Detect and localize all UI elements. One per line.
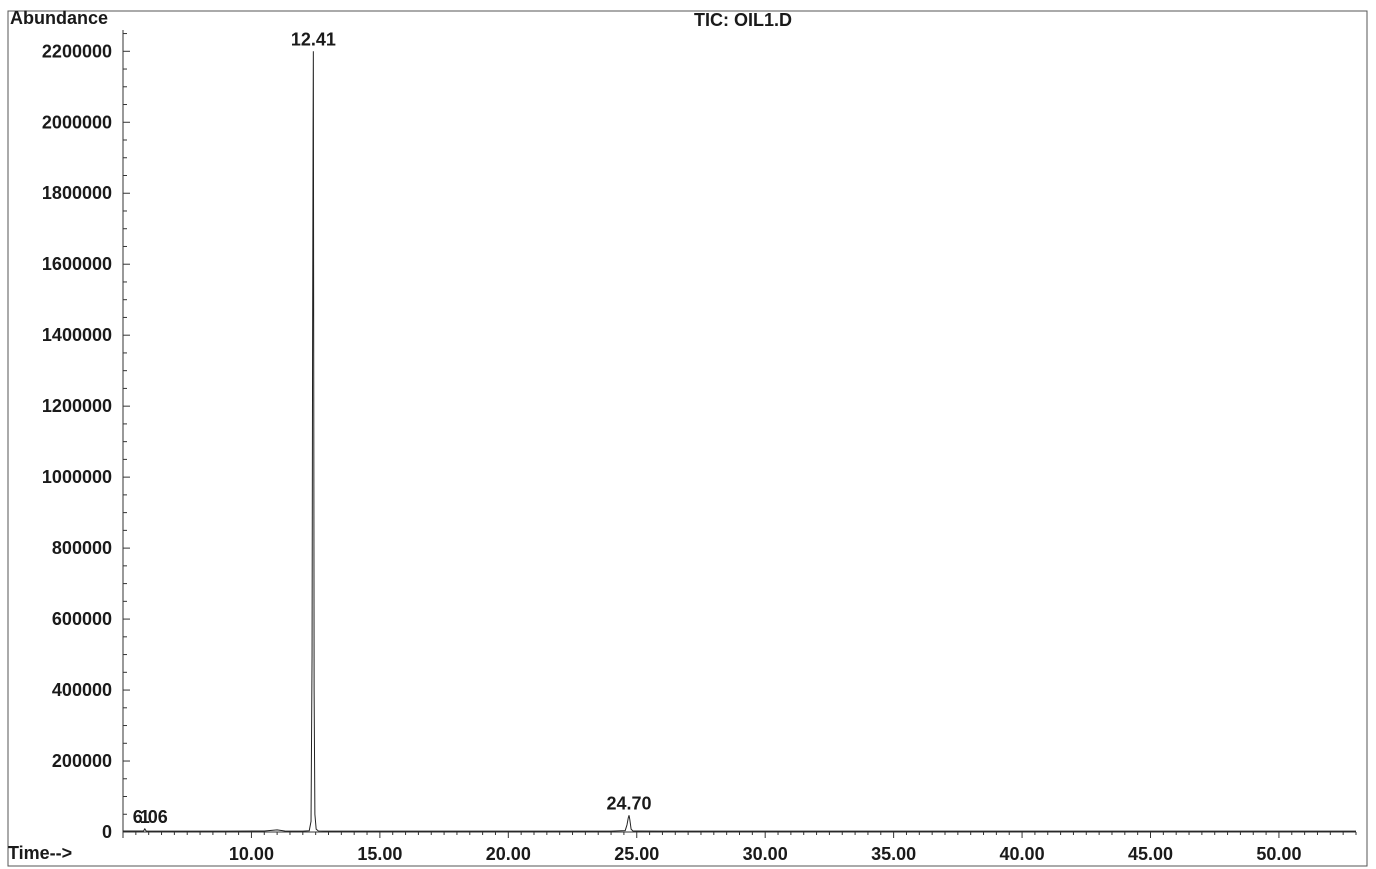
- chart-title: TIC: OIL1.D: [694, 10, 792, 30]
- y-axis-label: Abundance: [10, 8, 108, 28]
- x-tick-label: 25.00: [614, 844, 659, 864]
- y-tick-label: 1200000: [42, 396, 112, 416]
- tic-trace-line: [123, 51, 1356, 832]
- y-tick-label: 1000000: [42, 467, 112, 487]
- x-axis-label: Time-->: [8, 843, 72, 863]
- y-tick-label: 1400000: [42, 325, 112, 345]
- axes: [122, 30, 1357, 838]
- y-tick-label: 400000: [52, 680, 112, 700]
- x-tick-label: 35.00: [871, 844, 916, 864]
- y-tick-label: 1600000: [42, 254, 112, 274]
- x-tick-label: 20.00: [486, 844, 531, 864]
- x-tick-label: 15.00: [357, 844, 402, 864]
- x-tick-label: 50.00: [1256, 844, 1301, 864]
- x-tick-label: 30.00: [743, 844, 788, 864]
- series-group: [123, 51, 1356, 832]
- y-tick-label: 2200000: [42, 41, 112, 61]
- peak-label: 1: [140, 807, 150, 827]
- labels-group: 0 200000 400000 600000 800000 1000000 1200000 1…: [42, 29, 1302, 864]
- x-tick-label: 10.00: [229, 844, 274, 864]
- x-tick-label: 40.00: [1000, 844, 1045, 864]
- y-tick-label: 2000000: [42, 112, 112, 132]
- x-tick-label: 45.00: [1128, 844, 1173, 864]
- y-tick-label: 1800000: [42, 183, 112, 203]
- y-tick-label: 800000: [52, 538, 112, 558]
- y-tick-label: 0: [102, 822, 112, 842]
- y-tick-label: 200000: [52, 751, 112, 771]
- chart-frame: [7, 10, 1368, 867]
- y-tick-label: 600000: [52, 609, 112, 629]
- peak-label: 24.70: [607, 793, 652, 813]
- peak-label: 6.06: [133, 807, 168, 827]
- peak-label: 12.41: [291, 29, 336, 49]
